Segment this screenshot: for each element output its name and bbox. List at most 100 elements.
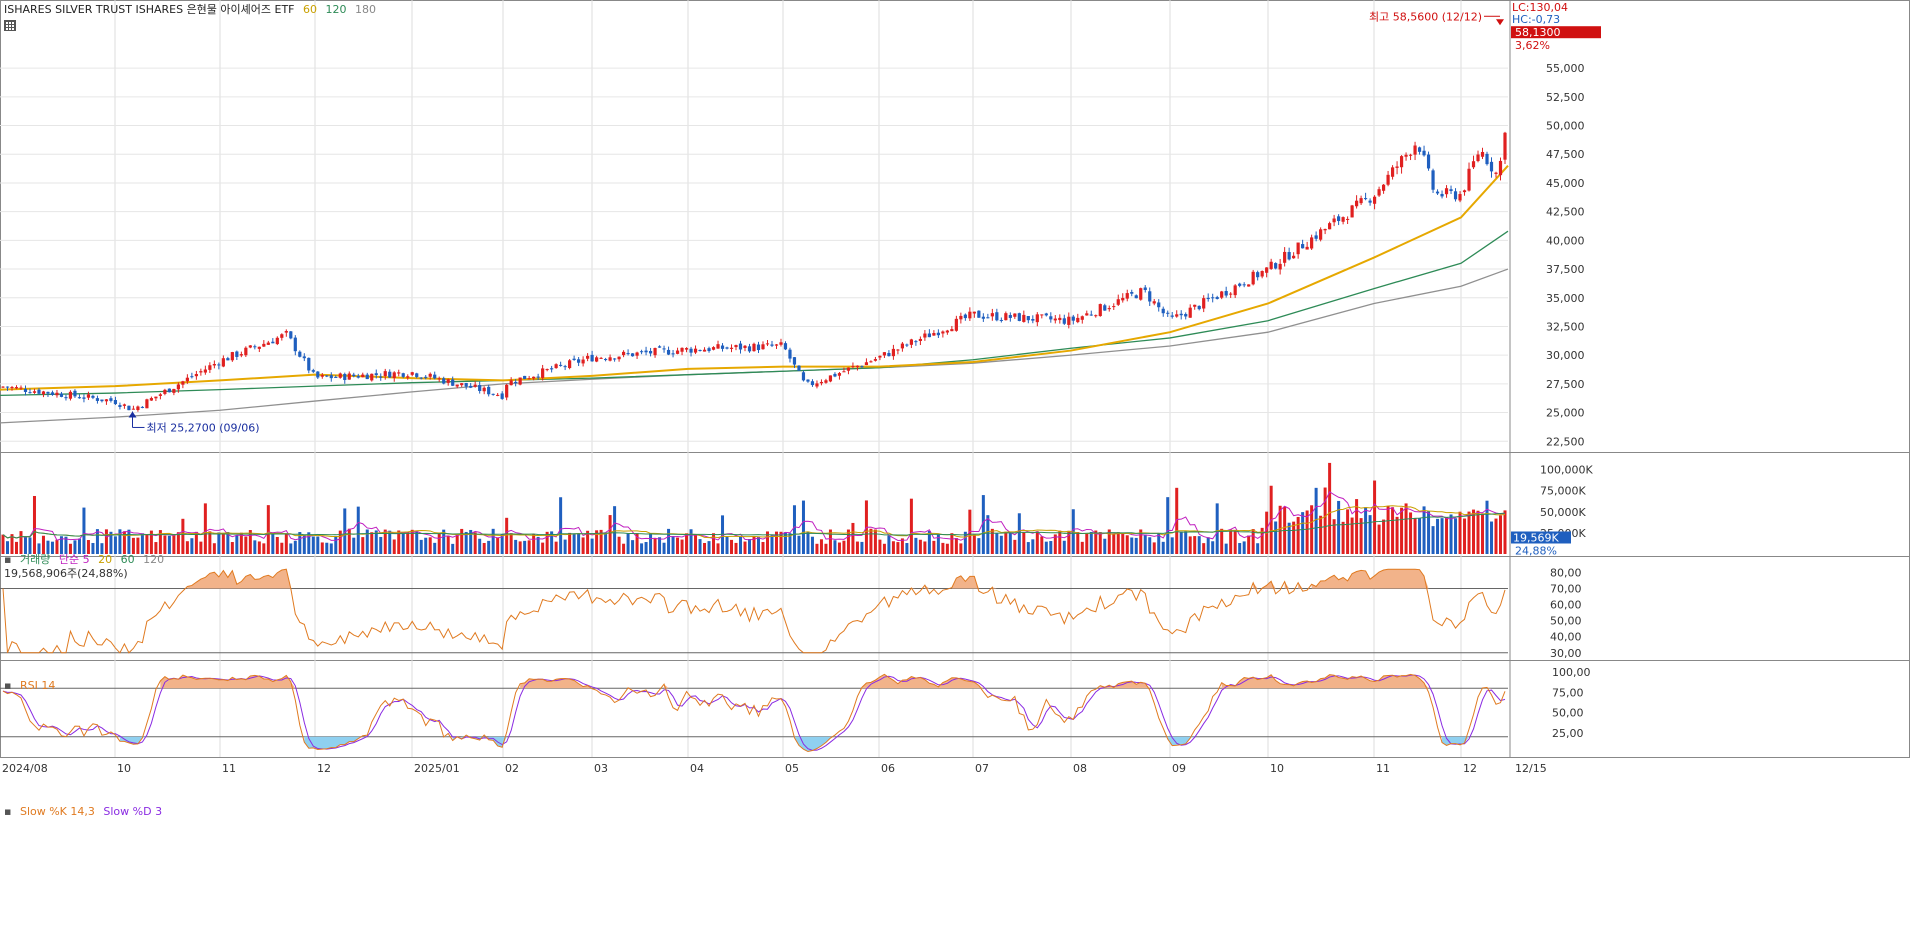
stoch-tick-label: 50,00: [1552, 707, 1584, 720]
last-price-label: 58,1300: [1515, 26, 1561, 39]
volume-bar: [338, 530, 342, 554]
volume-bar: [824, 543, 828, 554]
candle-body: [1377, 189, 1381, 196]
volume-bar: [1170, 537, 1174, 554]
candle-body: [392, 372, 396, 379]
candle-body: [1125, 293, 1129, 299]
volume-bar: [851, 522, 855, 554]
candle-body: [32, 391, 37, 393]
volume-bar: [792, 505, 796, 554]
volume-bar: [28, 537, 32, 554]
volume-bar: [586, 530, 590, 554]
volume-bar: [487, 540, 491, 554]
volume-bar: [981, 495, 985, 554]
x-tick-label: 07: [975, 762, 989, 775]
volume-bar: [437, 533, 441, 554]
candle-body: [401, 373, 405, 377]
volume-bar: [1274, 521, 1278, 554]
volume-bar: [451, 543, 455, 554]
volume-bar: [172, 533, 176, 554]
title-text: ISHARES SILVER TRUST ISHARES 은현물 아이셰어즈 E…: [4, 3, 295, 16]
volume-label: 거래량: [19, 553, 51, 566]
price-tick-label: 37,500: [1546, 263, 1585, 276]
candle-body: [1399, 156, 1404, 168]
volume-bar: [1467, 511, 1471, 554]
x-tick-label: 03: [594, 762, 608, 775]
volume-bar: [1004, 531, 1008, 554]
candle-body: [1215, 297, 1219, 299]
candle-body: [626, 353, 630, 355]
ma180-legend: 180: [355, 3, 377, 16]
volume-bar: [253, 540, 257, 554]
volume-ma120-label: 120: [143, 553, 165, 566]
candle-body: [257, 346, 261, 349]
candle-body: [73, 390, 77, 397]
volume-bar: [986, 515, 990, 554]
volume-bar: [203, 503, 207, 554]
candle-body: [131, 408, 136, 410]
candle-body: [1323, 228, 1327, 231]
candle-body: [1085, 313, 1089, 316]
candle-body: [509, 380, 513, 386]
volume-bar: [86, 540, 90, 554]
volume-bar: [873, 529, 877, 554]
volume-bar: [1364, 507, 1368, 554]
volume-bar: [217, 532, 221, 554]
candle-body: [109, 398, 113, 401]
candle-body: [253, 346, 257, 348]
candle-body: [424, 376, 428, 378]
volume-bar: [891, 541, 895, 554]
volume-bar: [1148, 537, 1152, 554]
volume-bar: [653, 538, 657, 554]
volume-bar: [320, 542, 324, 554]
candle-body: [833, 373, 837, 377]
candle-body: [1080, 316, 1084, 320]
volume-bar: [568, 532, 572, 554]
volume-bar: [1193, 536, 1197, 554]
volume-bar: [1445, 517, 1449, 554]
volume-bar: [1395, 516, 1399, 554]
candle-body: [122, 404, 127, 406]
candle-body: [19, 387, 23, 389]
candle-body: [1292, 255, 1296, 259]
grid-toggle-icon[interactable]: [4, 20, 16, 31]
candle-body: [154, 396, 158, 399]
volume-ma5-line: [2, 491, 1506, 541]
candle-body: [77, 397, 82, 399]
volume-bar: [1121, 533, 1125, 554]
volume-bar: [271, 533, 275, 554]
candle-body: [792, 357, 797, 365]
candle-body: [496, 394, 500, 396]
candle-body: [1112, 306, 1116, 308]
rsi-tick-label: 60,00: [1550, 599, 1582, 612]
candle-body: [361, 374, 365, 378]
volume-bar: [1463, 518, 1467, 554]
candle-body: [846, 367, 851, 371]
candle-body: [981, 316, 985, 319]
candle-body: [653, 348, 657, 356]
candle-body: [298, 351, 302, 357]
candle-body: [860, 366, 864, 368]
volume-bar: [442, 529, 446, 554]
volume-bar: [1067, 530, 1071, 554]
volume-bar: [64, 536, 68, 554]
candle-body: [851, 366, 855, 368]
candle-body: [720, 345, 725, 349]
candle-body: [1256, 272, 1260, 278]
volume-bar: [266, 505, 270, 554]
candle-body: [743, 345, 747, 348]
candle-body: [1175, 314, 1179, 317]
candle-body: [1431, 170, 1435, 190]
candle-body: [1404, 154, 1408, 157]
volume-bar: [977, 538, 981, 554]
volume-bar: [113, 536, 117, 554]
candle-body: [1328, 223, 1332, 230]
candle-body: [158, 394, 162, 396]
price-tick-label: 50,000: [1546, 120, 1585, 133]
volume-bar: [221, 534, 225, 554]
candle-body: [1485, 153, 1489, 165]
volume-bar: [1008, 532, 1012, 554]
change-pct-label: 3,62%: [1515, 39, 1550, 52]
volume-bar: [1049, 541, 1053, 554]
